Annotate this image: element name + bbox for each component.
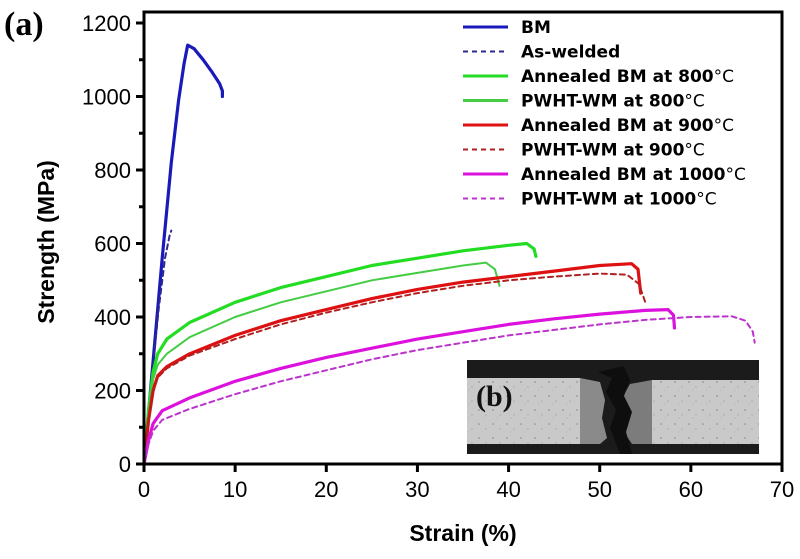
y-tick-label: 1200 <box>82 11 131 36</box>
y-axis-title: Strength (MPa) <box>33 160 59 324</box>
series-line-2 <box>142 241 538 466</box>
x-tick-label: 10 <box>223 477 247 502</box>
series-line-5 <box>143 272 647 465</box>
panel-label: (a) <box>4 6 44 43</box>
plot-frame <box>142 10 784 466</box>
legend-label-4: Annealed BM at 900°C <box>521 116 734 136</box>
legend-label-6: Annealed BM at 1000°C <box>521 165 746 185</box>
curves-group <box>142 43 756 466</box>
y-tick-label: 0 <box>119 452 131 477</box>
inset-micrograph: (b) <box>467 360 759 454</box>
inset-specimen-left <box>467 378 580 444</box>
x-axis-title: Strain (%) <box>409 520 516 546</box>
y-tick-label: 1000 <box>82 85 131 110</box>
series-line-0 <box>142 43 224 466</box>
x-tick-label: 0 <box>138 477 150 502</box>
inset-weld-right <box>622 380 652 444</box>
y-tick-label: 800 <box>94 158 131 183</box>
inset-specimen-right <box>652 380 759 444</box>
legend-label-2: Annealed BM at 800°C <box>521 67 734 87</box>
inset-fracture <box>598 366 632 454</box>
inset-label: (b) <box>476 380 513 413</box>
series-line-7 <box>143 315 756 465</box>
x-tick-label: 50 <box>587 477 611 502</box>
legend-label-5: PWHT-WM at 900°C <box>521 141 705 161</box>
x-tick-label: 20 <box>314 477 338 502</box>
y-tick-label: 400 <box>94 305 131 330</box>
legend: BM As-welded Annealed BM at 800°C PWHT-WM a… <box>463 18 746 210</box>
legend-label-0: BM <box>521 18 551 38</box>
x-tick-label: 60 <box>679 477 703 502</box>
x-axis: 0 10 20 30 40 50 60 70 <box>138 464 794 502</box>
series-line-6 <box>142 308 677 466</box>
legend-label-1: As-welded <box>521 43 620 63</box>
x-tick-label: 30 <box>405 477 429 502</box>
x-tick-label: 40 <box>496 477 520 502</box>
legend-label-7: PWHT-WM at 1000°C <box>521 190 717 210</box>
y-tick-label: 600 <box>94 232 131 257</box>
inset-weld-left <box>580 378 607 444</box>
series-line-4 <box>142 262 643 466</box>
y-tick-label: 200 <box>94 379 131 404</box>
legend-label-3: PWHT-WM at 800°C <box>521 92 705 112</box>
x-tick-label: 70 <box>770 477 794 502</box>
series-line-3 <box>143 261 501 465</box>
y-axis: 0 200 400 600 800 1000 1200 <box>82 11 144 477</box>
